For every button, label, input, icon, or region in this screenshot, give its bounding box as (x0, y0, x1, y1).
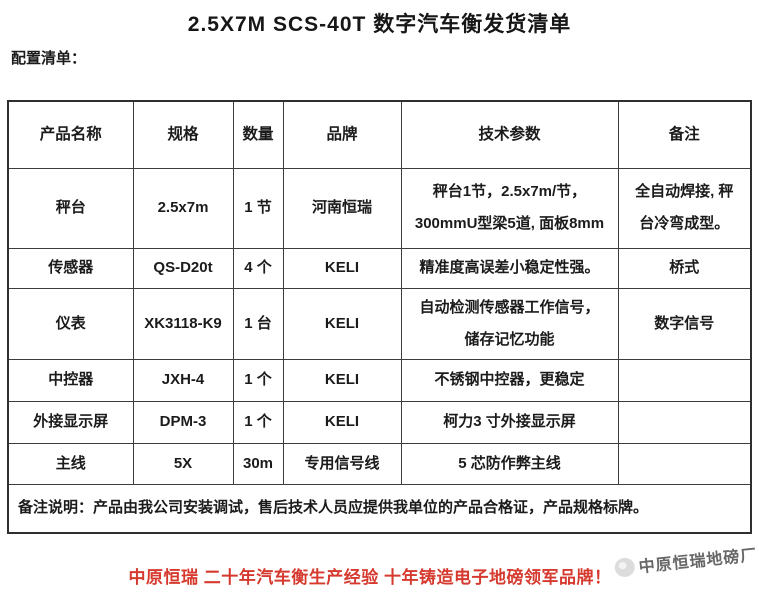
cell-spec: DPM-3 (132, 400, 234, 444)
cell-spec: XK3118-K9 (132, 287, 234, 360)
table-row: 仪表 XK3118-K9 1 台 KELI 自动检测传感器工作信号， 储存记忆功… (7, 287, 752, 360)
cell-tech-params: 不锈钢中控器，更稳定 (400, 358, 619, 402)
col-header-tech-params: 技术参数 (400, 100, 619, 169)
cell-product-name: 主线 (7, 442, 134, 485)
cell-qty: 4 个 (232, 247, 284, 289)
table-row: 外接显示屏 DPM-3 1 个 KELI 柯力3 寸外接显示屏 (7, 400, 752, 444)
cell-product-name: 秤台 (7, 167, 134, 249)
cell-qty: 1 个 (232, 358, 284, 402)
table-row: 秤台 2.5x7m 1 节 河南恒瑞 秤台1节，2.5x7m/节， 300mmU… (7, 167, 752, 249)
cell-remark: 全自动焊接, 秤 台冷弯成型。 (617, 167, 752, 249)
table-row: 中控器 JXH-4 1 个 KELI 不锈钢中控器，更稳定 (7, 358, 752, 402)
col-header-brand: 品牌 (282, 100, 402, 169)
table-row: 主线 5X 30m 专用信号线 5 芯防作弊主线 (7, 442, 752, 485)
cell-qty: 1 节 (232, 167, 284, 249)
cell-brand: 专用信号线 (282, 442, 402, 485)
page-title: 2.5X7M SCS-40T 数字汽车衡发货清单 (187, 13, 572, 36)
cell-product-name: 传感器 (7, 247, 134, 289)
cell-spec: 2.5x7m (132, 167, 234, 249)
watermark-logo-highlight (618, 561, 627, 570)
cell-brand: KELI (282, 247, 402, 289)
brand-slogan: 中原恒瑞 二十年汽车衡生产经验 十年铸造电子地磅领军品牌！ (128, 568, 612, 587)
cell-tech-params: 精准度高误差小稳定性强。 (400, 247, 619, 289)
cell-tech-params: 5 芯防作弊主线 (400, 442, 619, 485)
cell-spec: 5X (132, 442, 234, 485)
col-header-qty: 数量 (232, 100, 284, 169)
cell-product-name: 中控器 (7, 358, 134, 402)
cell-remark: 数字信号 (617, 287, 752, 360)
spec-table: 产品名称 规格 数量 品牌 技术参数 备注 秤台 2.5x7m 1 节 河南恒瑞… (7, 100, 752, 534)
cell-qty: 1 个 (232, 400, 284, 444)
cell-remark (617, 442, 752, 485)
col-header-spec: 规格 (132, 100, 234, 169)
cell-remark (617, 400, 752, 444)
cell-product-name: 外接显示屏 (7, 400, 134, 444)
cell-spec: JXH-4 (132, 358, 234, 402)
table-row: 传感器 QS-D20t 4 个 KELI 精准度高误差小稳定性强。 桥式 (7, 247, 752, 289)
cell-remark (617, 358, 752, 402)
cell-spec: QS-D20t (132, 247, 234, 289)
cell-tech-params: 自动检测传感器工作信号， 储存记忆功能 (400, 287, 619, 360)
cell-product-name: 仪表 (7, 287, 134, 360)
col-header-remark: 备注 (617, 100, 752, 169)
footer-note-row: 备注说明：产品由我公司安装调试，售后技术人员应提供我单位的产品合格证，产品规格标… (7, 483, 752, 534)
cell-tech-params: 柯力3 寸外接显示屏 (400, 400, 619, 444)
footer-note-label: 备注说明： (18, 499, 94, 517)
cell-brand: KELI (282, 400, 402, 444)
cell-brand: 河南恒瑞 (282, 167, 402, 249)
footer-note-text: 产品由我公司安装调试，售后技术人员应提供我单位的产品合格证，产品规格标牌。 (93, 499, 649, 517)
footer-note-cell: 备注说明：产品由我公司安装调试，售后技术人员应提供我单位的产品合格证，产品规格标… (7, 483, 752, 534)
watermark-logo-icon (613, 556, 636, 578)
cell-tech-params: 秤台1节，2.5x7m/节， 300mmU型梁5道, 面板8mm (400, 167, 619, 249)
config-list-label: 配置清单： (11, 50, 87, 67)
header-row: 产品名称 规格 数量 品牌 技术参数 备注 (7, 100, 752, 169)
cell-remark: 桥式 (617, 247, 752, 289)
cell-brand: KELI (282, 287, 402, 360)
cell-brand: KELI (282, 358, 402, 402)
cell-qty: 1 台 (232, 287, 284, 360)
col-header-product-name: 产品名称 (7, 100, 134, 169)
cell-qty: 30m (232, 442, 284, 485)
